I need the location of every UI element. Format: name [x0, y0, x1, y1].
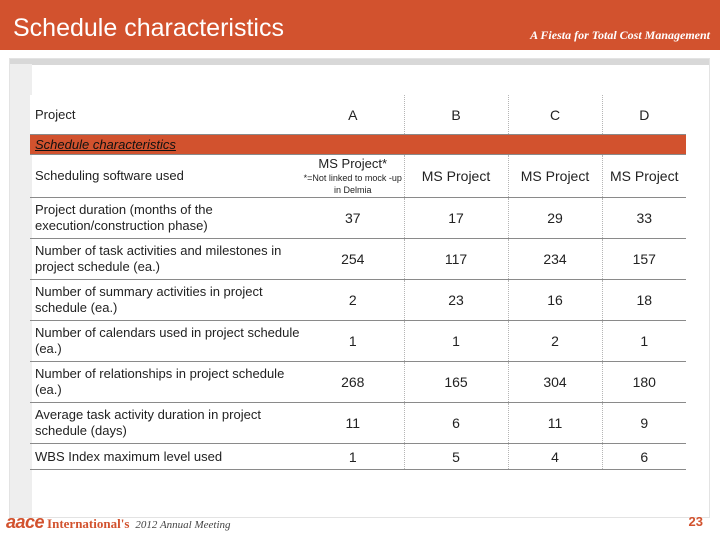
cell-value: 1 [302, 320, 404, 362]
cell-value: 117 [403, 238, 508, 280]
cell-value: 16 [507, 279, 602, 321]
page-number: 23 [688, 514, 703, 529]
meeting-name: 2012 Annual Meeting [135, 519, 231, 531]
table-row: WBS Index maximum level used 1 5 4 6 [30, 443, 686, 470]
cell-value: 1 [302, 443, 404, 470]
schedule-table: Project A B C D Schedule characteristics… [30, 95, 686, 470]
table-header-row: Project A B C D [30, 95, 686, 135]
section-row: Schedule characteristics [30, 134, 686, 155]
slide-title: Schedule characteristics [13, 14, 284, 42]
cell-value: 11 [302, 402, 404, 444]
cell-value: 157 [601, 238, 686, 280]
frame-top-bar [10, 59, 709, 65]
cell-value: 165 [403, 361, 508, 403]
cell-value: 6 [403, 402, 508, 444]
row-label: WBS Index maximum level used [30, 443, 302, 470]
content-frame [9, 58, 710, 518]
cell-c-software: MS Project [507, 154, 602, 198]
row-label: Scheduling software used [30, 154, 302, 198]
cell-value: 180 [601, 361, 686, 403]
table-row: Average task activity duration in projec… [30, 402, 686, 444]
conference-tagline: A Fiesta for Total Cost Management [530, 28, 710, 42]
cell-value: 9 [601, 402, 686, 444]
cell-value: 37 [302, 197, 404, 239]
cell-value: 254 [302, 238, 404, 280]
table-row: Number of calendars used in project sche… [30, 320, 686, 362]
cell-value: 268 [302, 361, 404, 403]
cell-value: 18 [601, 279, 686, 321]
header-col-d: D [601, 95, 686, 135]
cell-value: 2 [507, 320, 602, 362]
aace-logo: aace International's 2012 Annual Meeting [6, 512, 231, 534]
table-row: Number of relationships in project sched… [30, 361, 686, 403]
cell-value: 4 [507, 443, 602, 470]
header-project-label: Project [30, 95, 302, 135]
cell-value: 33 [601, 197, 686, 239]
row-label: Project duration (months of the executio… [30, 197, 302, 239]
section-label: Schedule characteristics [30, 134, 686, 155]
cell-value: 17 [403, 197, 508, 239]
table-row: Number of task activities and milestones… [30, 238, 686, 280]
aace-logo-text: aace [6, 512, 45, 532]
cell-d-software: MS Project [601, 154, 686, 198]
cell-value: 304 [507, 361, 602, 403]
software-a-main: MS Project* [318, 156, 388, 171]
cell-a-software: MS Project* *=Not linked to mock -up in … [302, 154, 404, 198]
cell-value: 234 [507, 238, 602, 280]
cell-value: 23 [403, 279, 508, 321]
cell-value: 6 [601, 443, 686, 470]
table-row: Scheduling software used MS Project* *=N… [30, 154, 686, 198]
cell-value: 11 [507, 402, 602, 444]
row-label: Average task activity duration in projec… [30, 402, 302, 444]
cell-value: 29 [507, 197, 602, 239]
cell-value: 1 [601, 320, 686, 362]
row-label: Number of calendars used in project sche… [30, 320, 302, 362]
row-label: Number of task activities and milestones… [30, 238, 302, 280]
cell-b-software: MS Project [403, 154, 508, 198]
cell-value: 2 [302, 279, 404, 321]
row-label: Number of summary activities in project … [30, 279, 302, 321]
cell-value: 5 [403, 443, 508, 470]
table-row: Project duration (months of the executio… [30, 197, 686, 239]
row-label: Number of relationships in project sched… [30, 361, 302, 403]
org-name: International's [47, 516, 130, 531]
title-banner: Schedule characteristics A Fiesta for To… [0, 0, 720, 50]
header-col-c: C [507, 95, 602, 135]
software-a-footnote: *=Not linked to mock -up in Delmia [303, 173, 402, 195]
frame-left-bar [10, 64, 32, 517]
cell-value: 1 [403, 320, 508, 362]
header-col-b: B [403, 95, 508, 135]
header-col-a: A [302, 95, 404, 135]
table-row: Number of summary activities in project … [30, 279, 686, 321]
